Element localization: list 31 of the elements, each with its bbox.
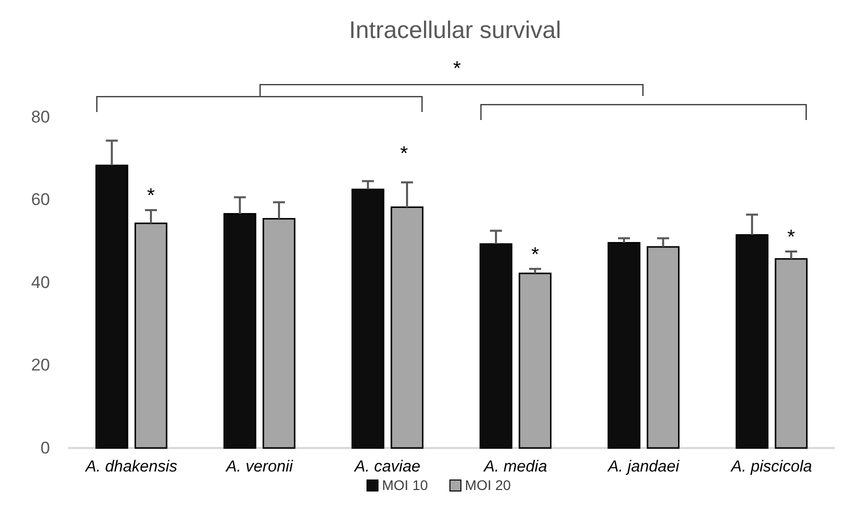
annotation: * <box>531 244 540 266</box>
x-tick-label: A. jandaei <box>606 458 680 476</box>
legend-label: MOI 20 <box>464 477 512 493</box>
bar <box>134 222 168 449</box>
bar <box>223 213 256 449</box>
x-tick-label: A. media <box>482 458 548 476</box>
annotation: * <box>147 185 156 208</box>
bar <box>518 272 552 449</box>
bar <box>352 188 384 449</box>
x-tick-label: A. piscicola <box>730 458 812 476</box>
bar <box>774 258 808 449</box>
chart-title: Intracellular survival <box>348 17 562 44</box>
text: * <box>453 58 462 80</box>
bar <box>646 246 680 449</box>
x-tick-label: A. caviae <box>354 458 420 476</box>
y-tick-label: 20 <box>31 356 50 375</box>
y-tick-label: 80 <box>31 107 50 126</box>
bar <box>262 218 296 449</box>
y-tick-label: 40 <box>31 272 50 292</box>
annotation: * <box>787 226 796 248</box>
annotation: * <box>400 143 408 165</box>
y-tick-label: 0 <box>40 438 50 458</box>
bar <box>390 206 424 449</box>
bar <box>480 243 512 449</box>
x-tick-label: A. veronii <box>225 458 294 476</box>
bar <box>95 164 128 449</box>
y-tick-label: 60 <box>31 190 50 210</box>
x-tick-label: A. dhakensis <box>84 458 178 476</box>
bar <box>608 242 640 449</box>
legend-label: MOI 10 <box>382 477 428 493</box>
bar <box>736 234 768 449</box>
